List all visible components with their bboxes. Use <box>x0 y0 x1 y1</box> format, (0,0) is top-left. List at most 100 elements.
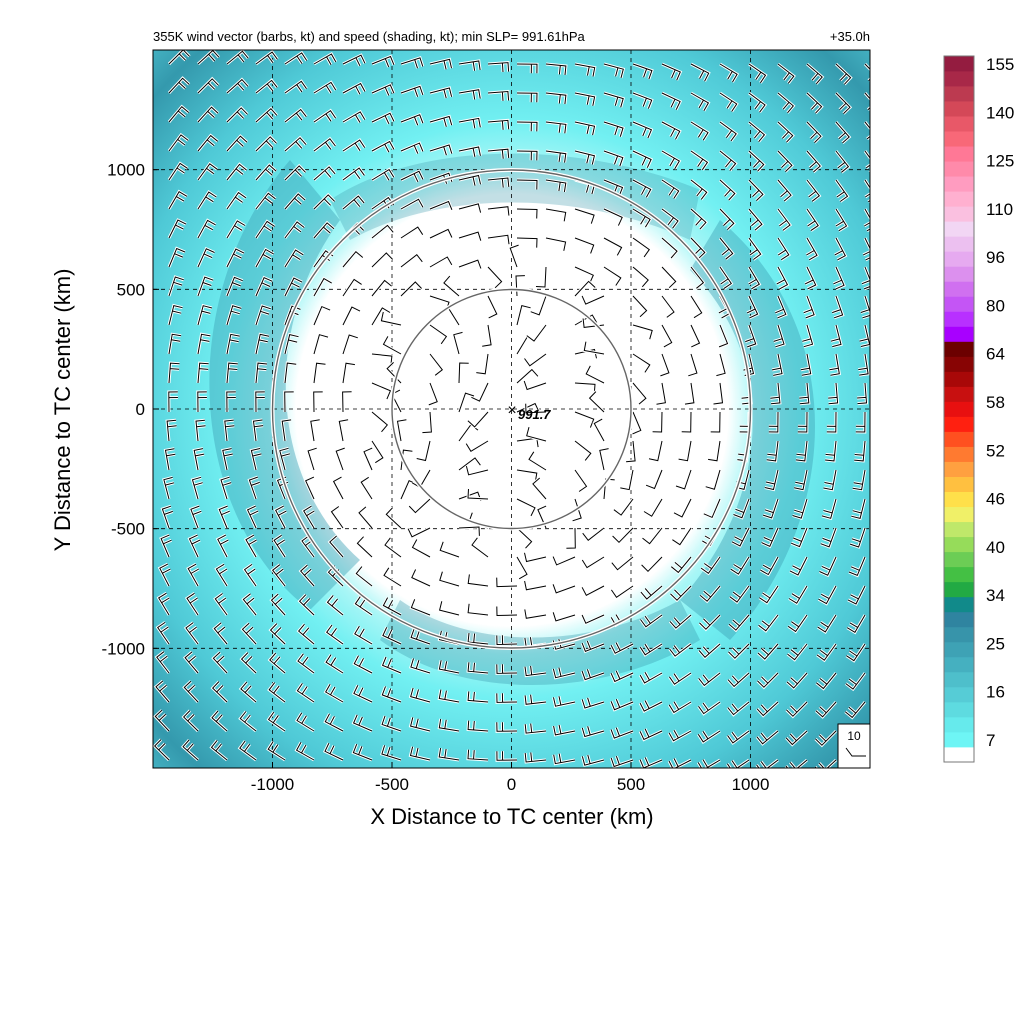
y-tick-label: 0 <box>136 400 145 419</box>
wind-barb <box>400 226 424 239</box>
wind-barb <box>487 119 510 130</box>
wind-barb <box>313 391 323 413</box>
colorbar-frame <box>943 55 975 763</box>
x-tick-label: -1000 <box>251 775 294 794</box>
wind-barb <box>154 709 170 732</box>
wind-barb <box>226 50 249 65</box>
wind-barb <box>690 179 708 200</box>
wind-barb <box>851 498 866 520</box>
wind-barb <box>639 672 663 684</box>
wind-barb <box>284 52 308 65</box>
wind-barb <box>255 79 278 94</box>
wind-barb <box>342 250 364 268</box>
wind-barb <box>458 259 482 269</box>
wind-barb <box>429 115 453 127</box>
wind-barb <box>384 537 402 558</box>
colorbar-swatch <box>944 536 974 553</box>
wind-barb <box>748 150 765 172</box>
wind-barb <box>610 585 634 598</box>
x-axis-ticks: -1000 -500 0 500 1000 <box>251 762 769 794</box>
wind-barb <box>669 614 692 629</box>
wind-barb <box>297 623 315 645</box>
wind-barb <box>648 440 663 462</box>
wind-barb <box>458 117 481 129</box>
wind-barb <box>255 362 268 384</box>
wind-barb <box>182 710 199 732</box>
wind-barb <box>342 54 366 67</box>
wind-barb <box>803 295 815 319</box>
wind-barb <box>864 92 870 111</box>
wind-barb <box>532 477 547 500</box>
wind-barb <box>408 498 431 514</box>
wind-barb <box>400 57 424 69</box>
wind-barb <box>719 63 738 83</box>
wind-barb <box>719 150 737 171</box>
wind-barb <box>799 382 810 405</box>
wind-barb <box>467 720 489 732</box>
wind-barb <box>255 192 276 210</box>
wind-barb <box>191 476 203 500</box>
wind-barb <box>279 447 291 471</box>
wind-barb <box>324 713 344 732</box>
wind-barb <box>574 314 598 326</box>
wind-barb <box>352 714 373 732</box>
wind-barb <box>523 380 547 391</box>
wind-barb <box>553 724 576 736</box>
wind-barb <box>313 277 332 297</box>
wind-barb <box>668 729 692 742</box>
wind-barb <box>777 150 793 172</box>
wind-barb <box>284 137 307 152</box>
wind-barb <box>777 208 791 231</box>
wind-barb <box>610 699 634 711</box>
wind-barb <box>168 247 186 268</box>
wind-barb <box>516 368 539 384</box>
wind-barb <box>382 627 402 645</box>
wind-barb <box>428 382 438 406</box>
wind-barb <box>545 208 567 222</box>
wind-barb <box>819 556 837 576</box>
wind-barb <box>581 585 605 596</box>
wind-barb <box>382 597 402 616</box>
wind-barb <box>356 536 373 558</box>
wind-barb <box>785 730 808 746</box>
wind-barb <box>381 656 402 674</box>
colorbar <box>943 55 975 763</box>
colorbar-tick-label: 16 <box>986 683 1005 702</box>
colorbar-swatch <box>944 311 974 327</box>
wind-barb <box>703 498 721 519</box>
wind-barb <box>458 60 481 71</box>
wind-barb <box>161 505 173 529</box>
colorbar-swatch <box>944 71 974 87</box>
wind-barb <box>197 305 213 326</box>
range-rings <box>270 168 753 650</box>
wind-barb <box>661 63 681 81</box>
wind-barb <box>168 191 188 210</box>
wind-barb <box>545 63 567 75</box>
colorbar-swatch <box>944 86 974 102</box>
wind-barb <box>487 62 510 73</box>
wind-barb <box>284 277 303 297</box>
wind-barb <box>603 237 623 256</box>
wind-barb <box>410 599 431 616</box>
wind-barb <box>284 108 307 123</box>
wind-barb <box>330 506 344 529</box>
wind-barb <box>168 134 189 152</box>
wind-barb <box>156 651 170 674</box>
wind-barb <box>816 643 837 661</box>
wind-barb <box>471 537 489 558</box>
colorbar-swatch <box>944 116 974 132</box>
wind-barb <box>297 653 315 674</box>
wind-barb <box>269 652 286 674</box>
wind-barb <box>524 609 547 619</box>
wind-barb <box>354 596 373 616</box>
wind-barb <box>160 534 172 558</box>
colorbar-swatch <box>944 386 974 402</box>
wind-barb <box>407 527 431 538</box>
wind-barb <box>467 488 489 500</box>
wind-barb <box>661 121 681 140</box>
wind-barb <box>756 730 779 745</box>
wind-barb <box>668 701 692 714</box>
wind-barb <box>246 505 259 529</box>
wind-barb <box>524 752 547 763</box>
wind-barb <box>526 426 547 442</box>
